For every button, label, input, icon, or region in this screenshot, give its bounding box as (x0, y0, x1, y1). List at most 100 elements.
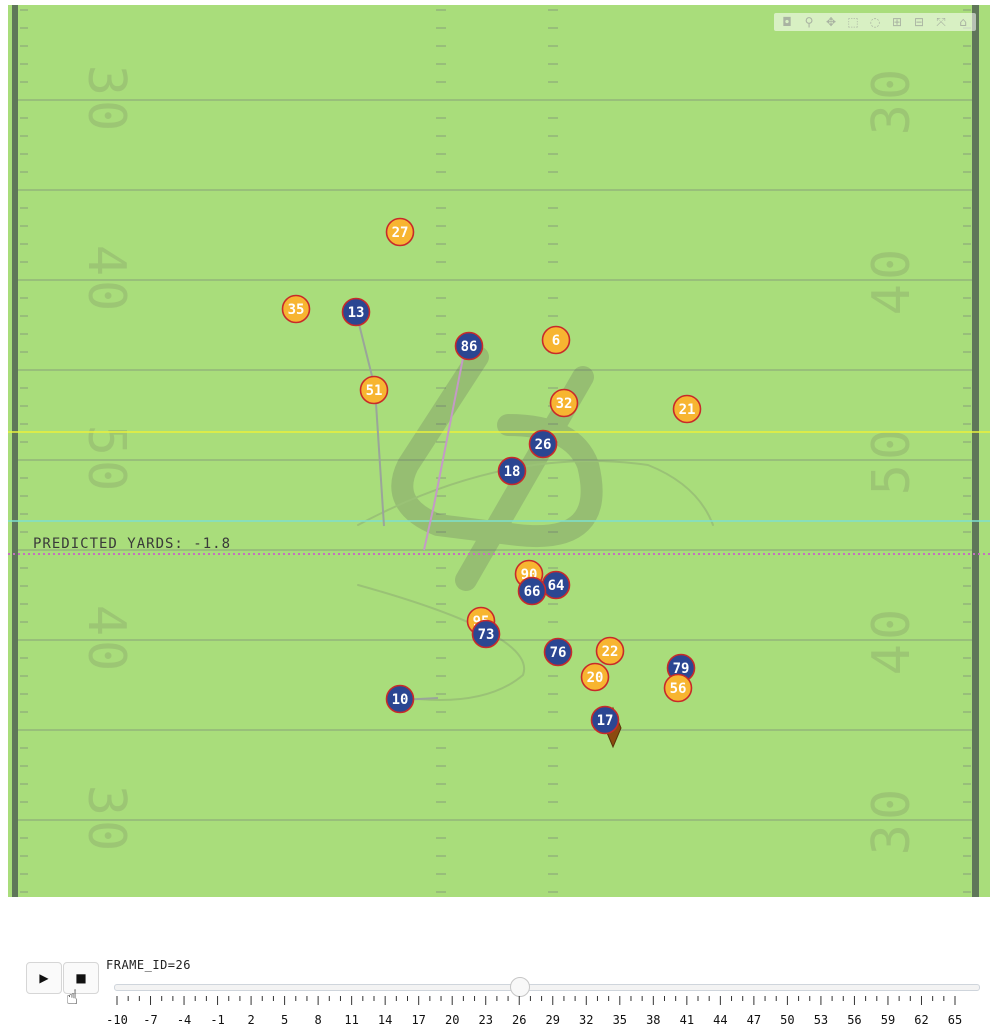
player-number: 64 (548, 578, 565, 594)
slider-tick-label: 26 (512, 1013, 526, 1027)
player-marker[interactable]: 35 (281, 294, 311, 324)
slider-tick-label: -1 (210, 1013, 224, 1027)
slider-tick-label: 32 (579, 1013, 593, 1027)
zoom-icon[interactable]: ⚲ (804, 15, 814, 29)
player-dot (359, 375, 389, 405)
field-plot[interactable]: 30 40 50 40 30 30 40 50 40 30 PREDICTED YARDS: -1.… (8, 5, 990, 897)
player-marker[interactable]: 22 (595, 636, 625, 666)
player-number: 20 (587, 670, 604, 686)
player-number: 56 (670, 681, 687, 697)
player-marker[interactable]: 73 (471, 619, 501, 649)
pan-icon[interactable]: ✥ (825, 15, 837, 29)
player-number: 18 (504, 464, 521, 480)
slider-tick-label: 62 (914, 1013, 928, 1027)
player-marker[interactable]: 13 (341, 297, 371, 327)
autoscale-icon[interactable]: ⤧ (936, 14, 946, 29)
slider-tick-label: 35 (613, 1013, 627, 1027)
player-number: 73 (478, 627, 495, 643)
yard-number: 30 (862, 785, 922, 856)
stop-button[interactable]: ■ (63, 962, 99, 994)
player-number: 17 (597, 713, 614, 729)
player-dot (528, 429, 558, 459)
player-marker[interactable]: 18 (497, 456, 527, 486)
player-marker[interactable]: 64 (541, 570, 571, 600)
player-marker[interactable]: 21 (672, 394, 702, 424)
player-marker[interactable]: 10 (385, 684, 415, 714)
right-sideline (972, 5, 979, 897)
slider-tick-label: 56 (847, 1013, 861, 1027)
player-number: 13 (348, 305, 365, 321)
player-dot (549, 388, 579, 418)
slider-tick-label: 44 (713, 1013, 727, 1027)
player-number: 66 (524, 584, 541, 600)
yard-number: 30 (76, 65, 136, 136)
player-dot (497, 456, 527, 486)
player-marker[interactable]: 6 (541, 325, 571, 355)
slider-tick-label: 11 (344, 1013, 358, 1027)
player-trail (423, 357, 464, 551)
slider-tick-label: 5 (281, 1013, 288, 1027)
frame-slider-thumb[interactable] (510, 977, 531, 997)
slider-tick-label: -4 (177, 1013, 191, 1027)
hash-marks (20, 9, 971, 893)
player-number: 6 (552, 333, 560, 349)
zoom-out-icon[interactable]: ⊟ (913, 15, 925, 29)
slider-tick-label: -7 (143, 1013, 157, 1027)
player-marker[interactable]: 26 (528, 429, 558, 459)
watermark-arc (357, 460, 714, 526)
player-dot (580, 662, 610, 692)
player-marker[interactable]: 20 (580, 662, 610, 692)
yard-number: 40 (76, 245, 136, 316)
player-number: 76 (550, 645, 567, 661)
player-dot (595, 636, 625, 666)
yard-number: 40 (76, 605, 136, 676)
player-dot (281, 294, 311, 324)
yard-number: 30 (76, 785, 136, 856)
player-dot (517, 576, 547, 606)
player-marker[interactable]: 17 (590, 705, 620, 735)
player-marker[interactable]: 76 (543, 637, 573, 667)
player-number: 10 (392, 692, 409, 708)
camera-icon[interactable]: ◘ (782, 15, 792, 29)
player-dot (454, 331, 484, 361)
predicted-yards-label: PREDICTED YARDS: -1.8 (33, 536, 231, 552)
football-field[interactable]: 30 40 50 40 30 30 40 50 40 30 PREDICTED YARDS: -1.… (8, 5, 990, 897)
player-number: 27 (392, 225, 409, 241)
slider-tick-label: 47 (747, 1013, 761, 1027)
player-number: 86 (461, 339, 478, 355)
slider-tick-label: 17 (411, 1013, 425, 1027)
player-number: 21 (679, 402, 696, 418)
player-marker[interactable]: 86 (454, 331, 484, 361)
slider-tick-label: 20 (445, 1013, 459, 1027)
yard-number: 50 (76, 425, 136, 496)
zoom-in-icon[interactable]: ⊞ (891, 15, 903, 29)
yard-number: 40 (862, 245, 922, 316)
yard-number: 30 (862, 65, 922, 136)
lasso-icon[interactable]: ◌ (869, 15, 881, 29)
watermark-arc (357, 584, 526, 701)
slider-tick-label: 2 (247, 1013, 254, 1027)
animation-controls: ▶ ■ FRAME_ID=26 -10 -7 -4 -1 2 5 8 11 14 17 20 23 26… (0, 897, 990, 1032)
player-marker[interactable]: 66 (517, 576, 547, 606)
player-dot (385, 217, 415, 247)
player-marker[interactable]: 56 (663, 673, 693, 703)
player-dot (543, 637, 573, 667)
player-dot (672, 394, 702, 424)
slider-tick-label: 65 (948, 1013, 962, 1027)
slider-tick-label: 23 (478, 1013, 492, 1027)
player-marker[interactable]: 32 (549, 388, 579, 418)
yard-number: 50 (862, 425, 922, 496)
left-sideline (12, 5, 18, 897)
box-select-icon[interactable]: ⬚ (847, 15, 859, 29)
player-marker[interactable]: 27 (385, 217, 415, 247)
player-number: 79 (673, 661, 690, 677)
slider-ticks: -10 -7 -4 -1 2 5 8 11 14 17 20 23 26 29 32 35 38 41 44 47 50… (106, 996, 962, 1027)
player-marker[interactable]: 51 (359, 375, 389, 405)
reset-axes-icon[interactable]: ⌂ (959, 15, 967, 29)
stop-icon: ■ (75, 971, 87, 985)
players: 2735138665132212618906466957376227920561… (281, 217, 702, 714)
player-dot (471, 619, 501, 649)
play-button[interactable]: ▶ (26, 962, 62, 994)
frame-slider-track[interactable] (114, 977, 980, 997)
player-number: 32 (556, 396, 573, 412)
